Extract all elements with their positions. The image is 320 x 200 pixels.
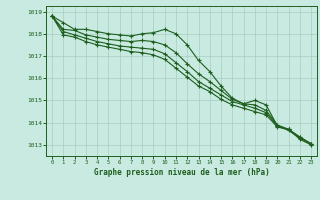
- X-axis label: Graphe pression niveau de la mer (hPa): Graphe pression niveau de la mer (hPa): [94, 168, 269, 177]
